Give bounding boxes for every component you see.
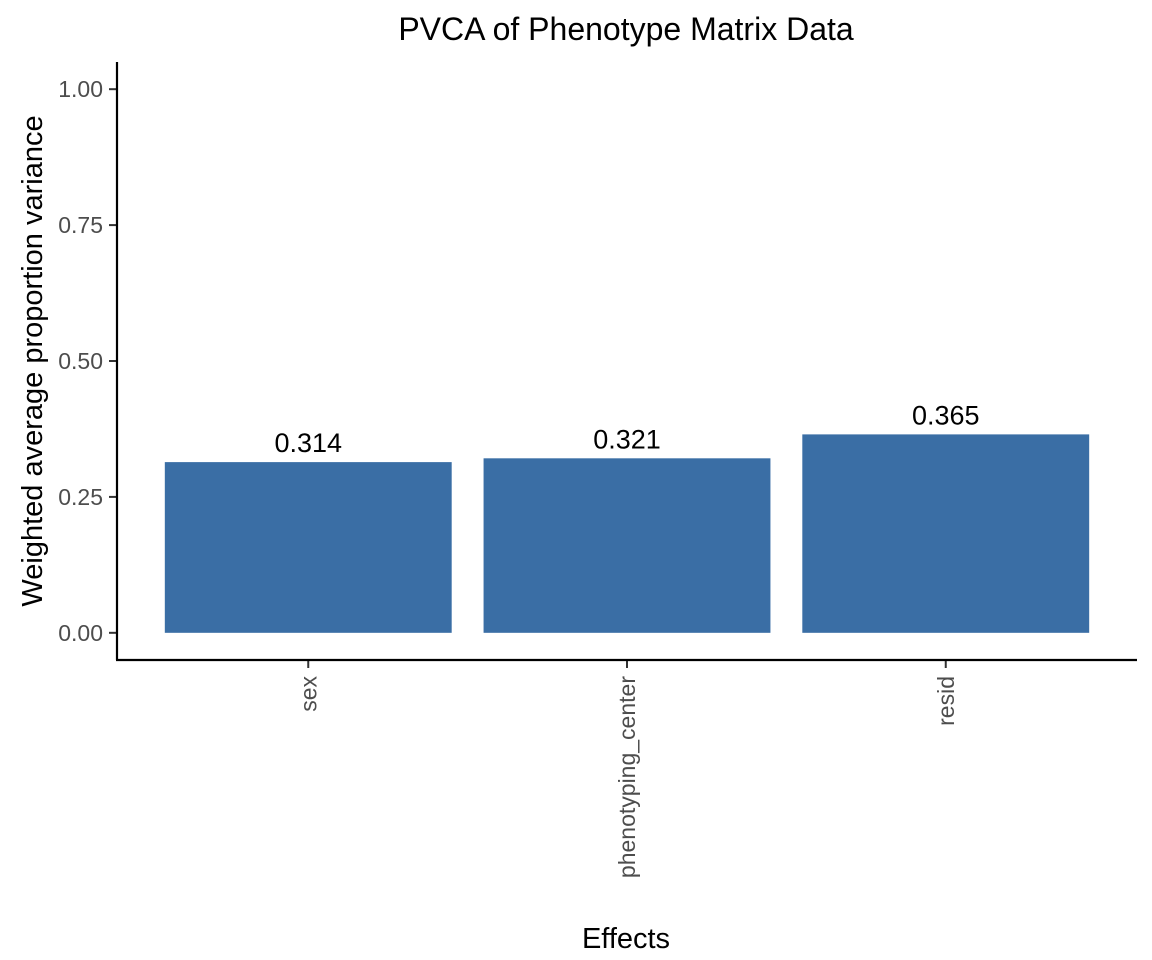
bar-resid [802,434,1090,633]
x-tick-label: phenotyping_center [614,676,640,878]
x-axis-title: Effects [582,923,670,955]
plot-area: 0.00 0.25 0.50 0.75 1.00 0.314 sex 0.321 phenoty… [58,76,1090,878]
x-tick-label: resid [933,676,959,726]
y-tick-label: 0.75 [58,212,103,238]
y-tick-label: 0.25 [58,484,103,510]
x-tick-label: sex [295,676,321,712]
y-tick-label: 0.50 [58,348,103,374]
bar-sex [164,462,452,633]
data-label: 0.365 [912,400,980,430]
data-label: 0.321 [593,424,661,454]
data-label: 0.314 [274,428,342,458]
bar-phenotyping-center [483,458,771,633]
y-tick-label: 0.00 [58,620,103,646]
chart-title: PVCA of Phenotype Matrix Data [398,11,854,47]
y-tick-label: 1.00 [58,76,103,102]
y-axis-title: Weighted average proportion variance [17,115,49,606]
